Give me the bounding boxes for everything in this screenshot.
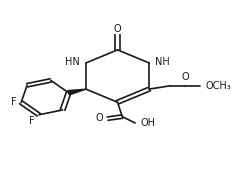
Text: OH: OH: [140, 118, 155, 128]
Polygon shape: [68, 89, 86, 95]
Text: NH: NH: [155, 57, 170, 67]
Text: F: F: [11, 97, 16, 107]
Text: O: O: [114, 24, 121, 34]
Text: O: O: [181, 72, 189, 82]
Text: OCH₃: OCH₃: [206, 81, 232, 91]
Text: F: F: [29, 116, 35, 126]
Text: O: O: [96, 113, 104, 123]
Text: HN: HN: [65, 57, 80, 67]
